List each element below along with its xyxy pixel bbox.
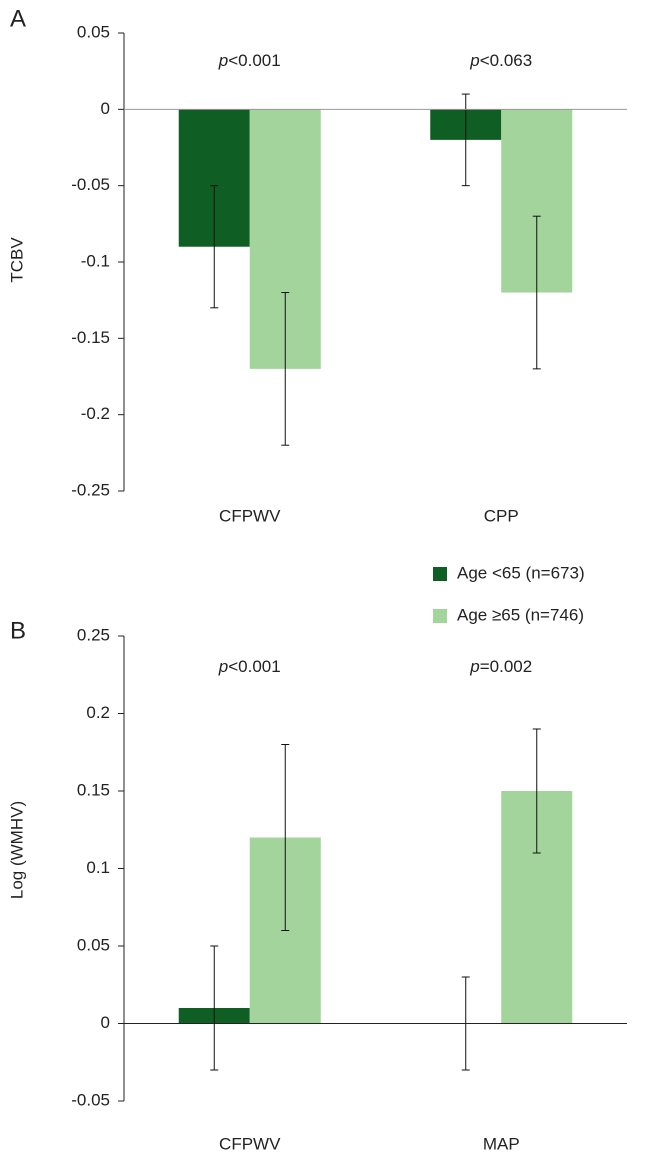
error-bar [210, 185, 219, 309]
y-tick-label: 0 [101, 99, 110, 118]
y-tick-label: -0.1 [81, 251, 110, 270]
legend-label: Age <65 (n=673) [457, 563, 585, 582]
panel-label: B [10, 617, 26, 644]
y-axis-label: Log (WMHV) [7, 801, 26, 899]
y-tick-label: 0.05 [77, 935, 110, 954]
legend-swatch [433, 567, 447, 581]
y-tick-label: 0.1 [86, 858, 110, 877]
y-axis-label: TCBV [7, 237, 26, 283]
error-bar [532, 728, 541, 854]
y-tick-label: -0.05 [71, 175, 110, 194]
y-tick-label: 0.25 [77, 625, 110, 644]
annotation: p<0.063 [469, 51, 532, 70]
error-bar [532, 215, 541, 370]
annotation: p<0.001 [218, 51, 281, 70]
x-tick-label: MAP [483, 1134, 520, 1153]
y-tick-label: 0.05 [77, 22, 110, 41]
y-tick-label: 0 [101, 1013, 110, 1032]
legend-swatch [433, 609, 447, 623]
panel-label: A [10, 5, 26, 32]
error-bar [281, 744, 290, 931]
x-tick-label: CFPWV [219, 506, 281, 525]
y-tick-label: -0.05 [71, 1090, 110, 1109]
error-bar [281, 292, 290, 446]
x-tick-label: CPP [484, 506, 519, 525]
annotation: p<0.001 [218, 657, 281, 676]
y-tick-label: -0.15 [71, 328, 110, 347]
error-bar [210, 945, 219, 1071]
y-tick-label: 0.15 [77, 780, 110, 799]
y-tick-label: -0.2 [81, 404, 110, 423]
x-tick-label: CFPWV [219, 1134, 281, 1153]
legend-label: Age ≥65 (n=746) [457, 605, 584, 624]
y-tick-label: 0.2 [86, 703, 110, 722]
annotation: p=0.002 [469, 657, 532, 676]
y-tick-label: -0.25 [71, 480, 110, 499]
